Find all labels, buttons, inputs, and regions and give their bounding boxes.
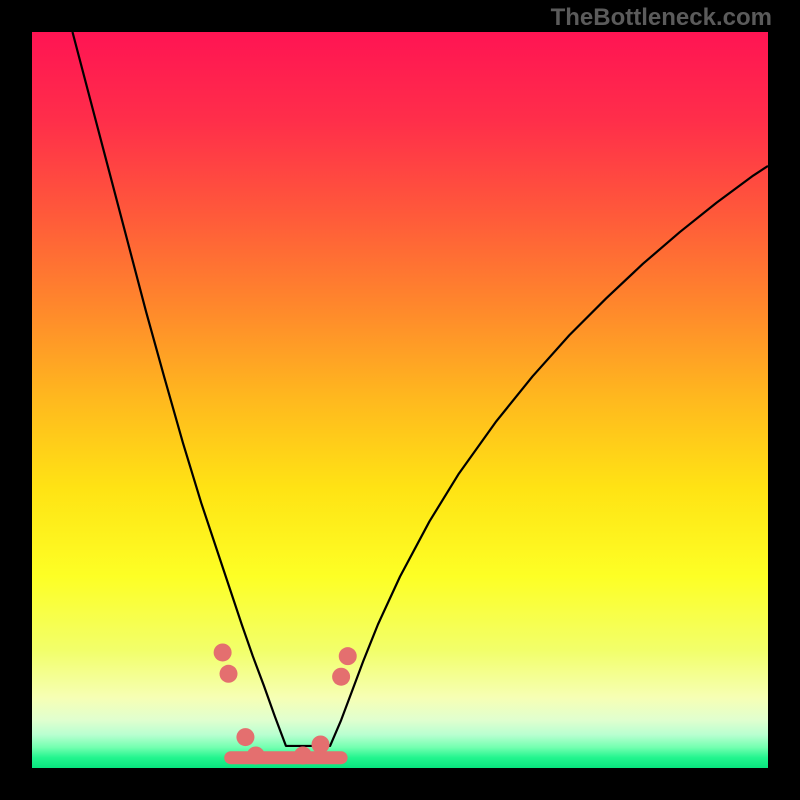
data-point xyxy=(247,746,265,764)
data-point xyxy=(312,735,330,753)
data-point xyxy=(294,746,312,764)
plot-area xyxy=(32,32,768,768)
gradient-background xyxy=(32,32,768,768)
watermark-text: TheBottleneck.com xyxy=(551,4,772,32)
data-point xyxy=(236,728,254,746)
data-point xyxy=(220,665,238,683)
chart-svg xyxy=(32,32,768,768)
data-point xyxy=(214,643,232,661)
data-point xyxy=(332,668,350,686)
data-point xyxy=(339,647,357,665)
